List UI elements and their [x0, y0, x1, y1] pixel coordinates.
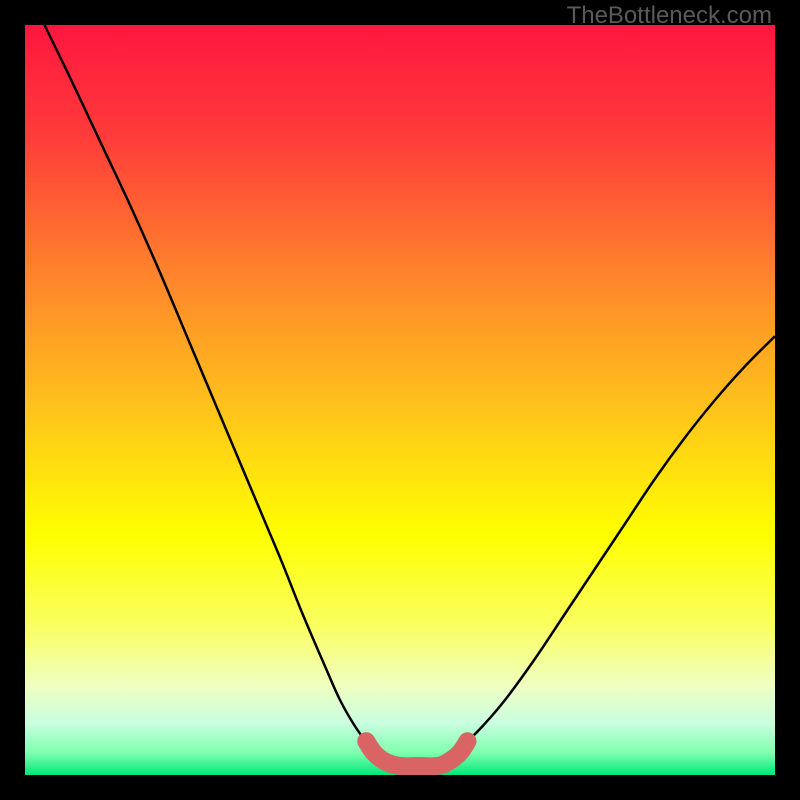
- watermark-text: TheBottleneck.com: [567, 2, 772, 30]
- gradient-background: [25, 25, 775, 775]
- chart-plot-area: [25, 25, 775, 775]
